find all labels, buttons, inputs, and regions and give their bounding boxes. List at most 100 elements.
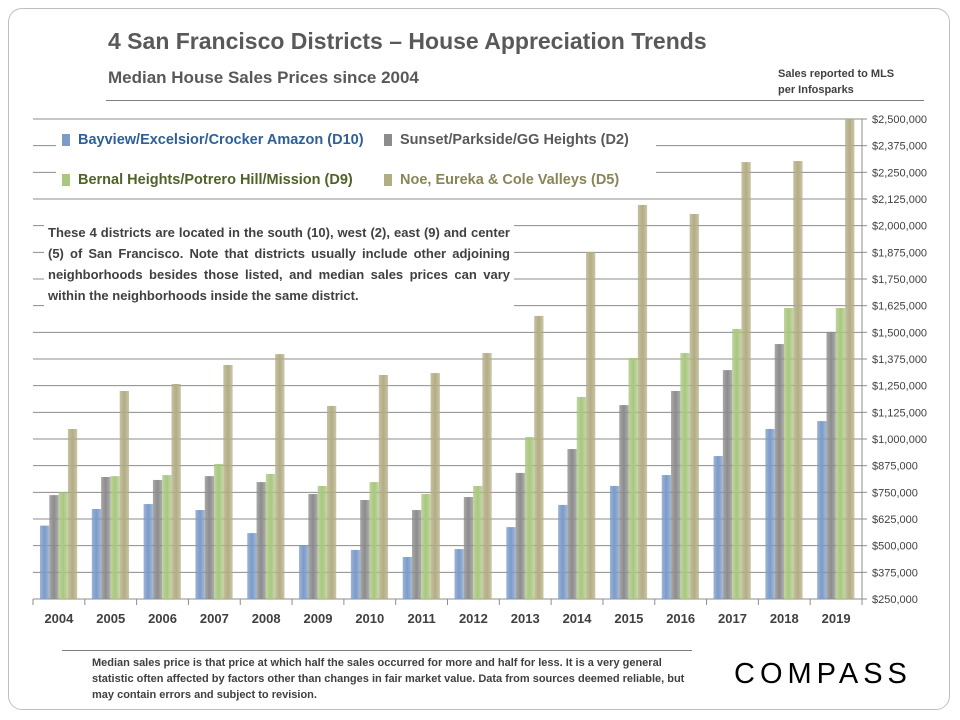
bar-2015-series-1 — [609, 485, 620, 599]
y-tick-label: $1,750,000 — [872, 274, 927, 286]
bar-2011-series-1 — [402, 556, 412, 599]
y-tick-label: $2,000,000 — [872, 221, 927, 233]
compass-logo: COMPASS — [734, 658, 912, 690]
bar-2005-series-1 — [91, 508, 102, 599]
y-tick-label: $375,000 — [872, 567, 918, 579]
bar-2005-series-3 — [110, 476, 120, 599]
x-tick-label: 2014 — [563, 611, 593, 626]
bar-2019-series-1 — [817, 421, 827, 599]
bar-2019-series-2 — [826, 331, 836, 599]
bar-2009-series-4 — [326, 405, 337, 599]
bar-2007-series-4 — [223, 364, 233, 599]
bar-2019-series-3 — [835, 308, 846, 599]
bar-2004-series-3 — [58, 492, 68, 599]
y-tick-label: $1,875,000 — [872, 247, 927, 259]
x-tick-label: 2016 — [666, 611, 695, 626]
bar-2015-series-4 — [637, 204, 648, 599]
bar-2010-series-2 — [360, 500, 370, 599]
legend-label: Bernal Heights/Potrero Hill/Mission (D9) — [78, 172, 353, 188]
source-line: Sales reported to MLS — [778, 68, 895, 80]
source-note: Sales reported to MLS per Infosparks — [778, 66, 894, 98]
bar-2009-series-2 — [308, 494, 318, 599]
y-tick-label: $2,375,000 — [872, 141, 927, 153]
legend-item: Bernal Heights/Potrero Hill/Mission (D9) — [62, 172, 353, 188]
x-tick-label: 2007 — [200, 611, 229, 626]
slide-frame — [8, 8, 950, 710]
bar-2012-series-3 — [473, 485, 483, 599]
title-divider — [106, 100, 924, 101]
bar-2004-series-1 — [40, 525, 50, 599]
y-tick-label: $1,000,000 — [872, 434, 927, 446]
bar-2013-series-2 — [515, 472, 525, 599]
x-tick-label: 2005 — [96, 611, 125, 626]
y-tick-label: $1,375,000 — [872, 354, 927, 366]
bar-2015-series-2 — [619, 405, 629, 599]
legend: Bayview/Excelsior/Crocker Amazon (D10) Su… — [56, 132, 656, 198]
bar-2014-series-4 — [586, 251, 596, 599]
bar-2017-series-2 — [722, 370, 733, 599]
legend-swatch — [384, 174, 392, 186]
bar-2006-series-3 — [162, 475, 172, 599]
bar-2006-series-2 — [152, 479, 163, 599]
x-tick-label: 2011 — [407, 611, 435, 626]
bar-2008-series-4 — [275, 354, 285, 599]
legend-item: Sunset/Parkside/GG Heights (D2) — [384, 132, 629, 148]
bar-2017-series-3 — [732, 328, 742, 599]
x-tick-label: 2017 — [718, 611, 747, 626]
y-tick-label: $2,125,000 — [872, 194, 927, 206]
y-tick-label: $2,250,000 — [872, 167, 927, 179]
legend-label: Noe, Eureka & Cole Valleys (D5) — [400, 172, 620, 188]
legend-swatch — [62, 174, 70, 186]
legend-swatch — [62, 134, 70, 146]
bar-2008-series-3 — [265, 473, 276, 599]
chart-subtitle: Median House Sales Prices since 2004 — [108, 68, 419, 87]
bar-2018-series-1 — [765, 428, 775, 599]
legend-item: Noe, Eureka & Cole Valleys (D5) — [384, 172, 619, 188]
bar-2007-series-3 — [214, 463, 224, 599]
bar-2013-series-3 — [524, 437, 535, 599]
bar-2014-series-3 — [576, 396, 587, 599]
bar-2005-series-2 — [101, 476, 111, 599]
y-tick-label: $750,000 — [872, 487, 918, 499]
x-tick-label: 2018 — [770, 611, 799, 626]
bar-2011-series-4 — [430, 373, 440, 599]
source-line: per Infosparks — [778, 84, 854, 96]
chart-title: 4 San Francisco Districts – House Apprec… — [108, 28, 707, 54]
legend-label: Bayview/Excelsior/Crocker Amazon (D10) — [78, 132, 364, 148]
bar-2012-series-1 — [454, 549, 464, 599]
bar-2007-series-2 — [204, 476, 215, 599]
footnote: Median sales price is that price at whic… — [62, 650, 692, 703]
bar-2019-series-4 — [845, 119, 855, 599]
x-tick-label: 2019 — [822, 611, 851, 626]
bar-2010-series-4 — [378, 375, 389, 599]
bar-2009-series-1 — [299, 545, 309, 599]
bar-2017-series-1 — [713, 456, 723, 599]
legend-swatch — [384, 134, 392, 146]
bar-2009-series-3 — [317, 485, 327, 599]
legend-item: Bayview/Excelsior/Crocker Amazon (D10) — [62, 132, 364, 148]
y-tick-label: $625,000 — [872, 514, 918, 526]
y-tick-label: $1,625,000 — [872, 301, 927, 313]
y-tick-label: $1,125,000 — [872, 407, 927, 419]
bar-2016-series-1 — [661, 475, 672, 599]
bar-2006-series-4 — [171, 383, 181, 599]
bar-2007-series-1 — [195, 510, 205, 599]
bar-2016-series-2 — [671, 391, 681, 599]
bar-2004-series-4 — [67, 428, 78, 599]
x-tick-label: 2006 — [148, 611, 177, 626]
bar-2013-series-1 — [506, 527, 516, 599]
x-tick-label: 2004 — [44, 611, 74, 626]
legend-label: Sunset/Parkside/GG Heights (D2) — [400, 132, 629, 148]
bar-2008-series-2 — [256, 482, 266, 599]
bar-2014-series-2 — [567, 449, 577, 599]
x-tick-label: 2008 — [252, 611, 281, 626]
bar-2014-series-1 — [558, 504, 568, 599]
bar-2005-series-4 — [119, 391, 130, 599]
bar-2008-series-1 — [247, 533, 257, 599]
bar-2016-series-3 — [680, 353, 690, 599]
bar-2016-series-4 — [689, 213, 699, 599]
y-tick-label: $1,250,000 — [872, 381, 927, 393]
x-tick-label: 2013 — [511, 611, 540, 626]
